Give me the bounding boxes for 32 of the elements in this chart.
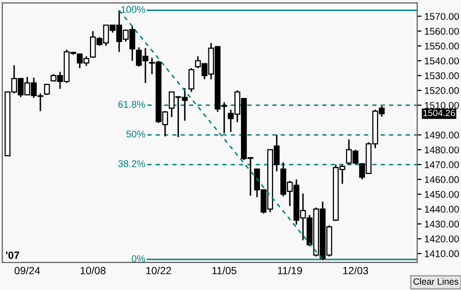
y-tick-label: 1450.00	[424, 190, 459, 198]
x-tick-label: 10/22	[146, 266, 172, 274]
candlestick	[44, 84, 50, 96]
annotation: 100%	[121, 6, 146, 13]
y-tick-label: 1410.00	[424, 250, 459, 258]
y-tick-label: 1490.00	[424, 132, 459, 139]
annotation: 50%	[126, 130, 146, 138]
y-tick-label: 1540.00	[424, 57, 459, 64]
annotation: '07	[6, 252, 20, 259]
candlestick	[188, 67, 194, 93]
x-tick-label: 11/19	[278, 266, 302, 274]
x-tick-label: 09/24	[14, 266, 40, 274]
x-tick-label: 11/05	[212, 266, 236, 274]
annotation: 0%	[132, 255, 146, 262]
x-tick-label: 12/03	[343, 266, 368, 274]
y-tick-label: 1530.00	[424, 72, 459, 80]
y-tick-label: 1420.00	[424, 235, 459, 242]
y-tick-label: 1520.00	[424, 87, 459, 94]
y-tick-label: 1460.00	[424, 176, 459, 184]
annotation: 38.2%	[118, 160, 146, 168]
text: 1504.26	[423, 110, 455, 116]
y-tick-label: 1430.00	[424, 220, 459, 228]
y-tick-label: 1550.00	[424, 42, 459, 50]
y-tick-label: 1510.00	[424, 102, 459, 109]
x-tick-label: 10/08	[80, 266, 106, 274]
y-tick-label: 1570.00	[424, 12, 459, 20]
y-tick-label: 1560.00	[424, 28, 459, 35]
y-tick-label: 1480.00	[424, 146, 459, 154]
text: Clear Lines	[413, 278, 458, 285]
y-tick-label: 1470.00	[424, 161, 459, 168]
y-tick-label: 1440.00	[424, 206, 459, 213]
annotation: 61.8%	[118, 100, 146, 108]
